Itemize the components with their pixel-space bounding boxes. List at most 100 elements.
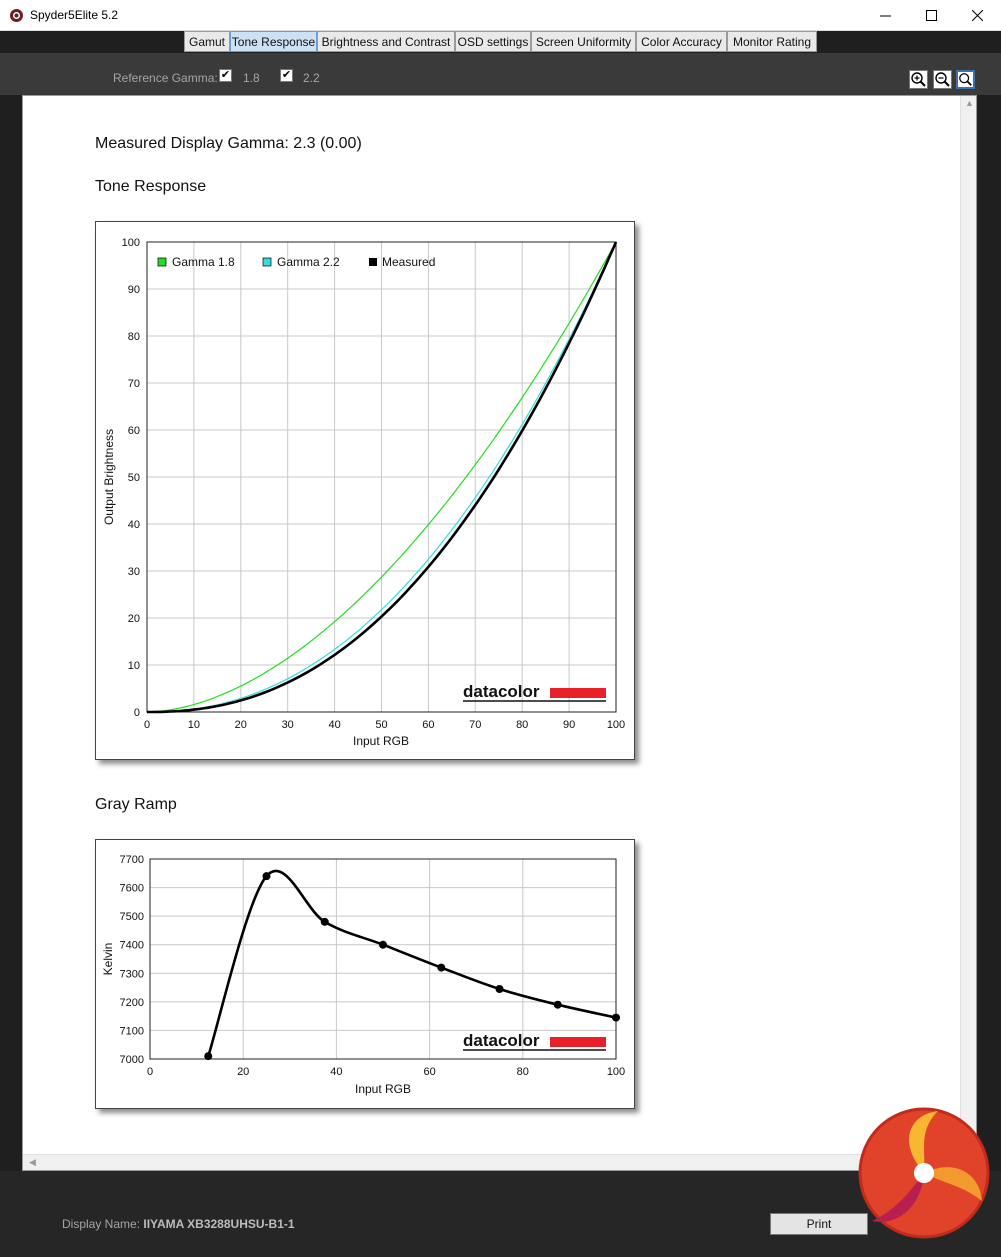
- gamma-22-label: 2.2: [303, 71, 320, 85]
- gray-y-tick: 7200: [120, 997, 144, 1009]
- zoom-out-button[interactable]: [933, 70, 952, 89]
- tone-response-plot: 0 10 20 30 40 50 60 70 80 90 100 0 10 20 30 40 50 60 70 80 9…: [102, 237, 626, 748]
- tone-x-tick: 70: [469, 719, 481, 731]
- vertical-scrollbar[interactable]: ▲: [960, 96, 976, 1156]
- tone-x-tick: 100: [607, 719, 625, 731]
- gray-grid: [149, 858, 617, 1060]
- legend-swatch-gamma-22: [262, 257, 272, 267]
- legend-label-measured: Measured: [382, 255, 435, 269]
- gray-ramp-line: [207, 869, 617, 1057]
- tone-y-tick: 10: [128, 660, 140, 672]
- gamma-18-checkbox[interactable]: ✔: [219, 69, 232, 82]
- window-title: Spyder5Elite 5.2: [30, 8, 119, 22]
- gray-ramp-point: [262, 872, 271, 881]
- zoom-fit-button[interactable]: [956, 70, 975, 89]
- gray-x-tick: 100: [607, 1066, 625, 1078]
- gray-x-axis-label: Input RGB: [355, 1082, 411, 1096]
- tone-x-tick: 20: [235, 719, 247, 731]
- legend-label-gamma-22: Gamma 2.2: [277, 255, 340, 269]
- close-icon: [971, 10, 983, 21]
- minimize-button[interactable]: [862, 0, 908, 31]
- gray-x-tick: 0: [147, 1066, 153, 1078]
- legend-swatch-gamma-18: [157, 257, 167, 267]
- gray-y-tick: 7400: [120, 940, 144, 952]
- tone-x-tick: 90: [563, 719, 575, 731]
- tone-y-tick: 50: [128, 472, 140, 484]
- tab-gamut[interactable]: Gamut: [184, 31, 230, 52]
- tone-x-tick: 10: [188, 719, 200, 731]
- kitguru-logo: [858, 1107, 990, 1239]
- tab-color-accuracy[interactable]: Color Accuracy: [636, 31, 727, 52]
- datacolor-wordmark-gray: datacolor: [463, 1031, 540, 1050]
- tone-series-gamma-2-2: [147, 241, 617, 713]
- horizontal-scrollbar[interactable]: ◀: [23, 1154, 962, 1170]
- zoom-out-icon: [935, 72, 950, 87]
- tone-y-tick: 60: [128, 425, 140, 437]
- gray-series: [204, 869, 620, 1061]
- tone-response-chart: 0 10 20 30 40 50 60 70 80 90 100 0 10 20 30 40 50 60 70 80 9…: [95, 221, 635, 760]
- display-name-row: Display Name: IIYAMA XB3288UHSU-B1-1: [62, 1217, 295, 1231]
- gray-x-tick: 80: [517, 1066, 529, 1078]
- gray-ramp-point: [437, 963, 446, 972]
- gray-y-tick: 7300: [120, 968, 144, 980]
- zoom-in-button[interactable]: [909, 70, 928, 89]
- gray-y-tick: 7500: [120, 911, 144, 923]
- scroll-up-icon[interactable]: ▲: [965, 98, 974, 108]
- gray-plot-frame: [149, 858, 617, 1060]
- gray-y-axis-label: Kelvin: [101, 943, 115, 976]
- gamma-18-label: 1.8: [243, 71, 260, 85]
- tone-y-tick: 70: [128, 378, 140, 390]
- datacolor-watermark: datacolor: [463, 682, 606, 702]
- tab-monitor-rating[interactable]: Monitor Rating: [727, 31, 817, 52]
- tone-y-tick: 90: [128, 284, 140, 296]
- tab-osd-settings[interactable]: OSD settings: [455, 31, 531, 52]
- tone-x-axis-label: Input RGB: [353, 734, 409, 748]
- tone-x-tick: 80: [516, 719, 528, 731]
- gray-y-tick: 7100: [120, 1025, 144, 1037]
- datacolor-wordmark: datacolor: [463, 682, 540, 701]
- gray-ramp-plot: 0 20 40 60 80 100 7000 7100 7200 7300 7400 7500 7600…: [101, 854, 626, 1096]
- legend-label-gamma-18: Gamma 1.8: [172, 255, 235, 269]
- tone-y-tick: 100: [122, 237, 140, 249]
- datacolor-red-bar: [550, 688, 606, 698]
- tone-y-tick: 20: [128, 613, 140, 625]
- tone-y-tick: 30: [128, 566, 140, 578]
- gray-ramp-chart: 0 20 40 60 80 100 7000 7100 7200 7300 7400 7500 7600…: [95, 839, 635, 1109]
- datacolor-watermark-gray: datacolor: [463, 1031, 606, 1051]
- tone-tick-labels: 0 10 20 30 40 50 60 70 80 90 100 0 10 20 30 40 50 60 70 80 9…: [122, 237, 626, 731]
- spyder-app-icon: [10, 9, 23, 22]
- datacolor-red-bar-gray: [550, 1037, 606, 1047]
- print-button[interactable]: Print: [770, 1213, 868, 1235]
- gray-ramp-point: [553, 1000, 562, 1009]
- tone-plot-frame: [146, 241, 617, 713]
- tone-series-measured: [147, 241, 618, 714]
- tab-tone-response[interactable]: Tone Response: [230, 31, 317, 52]
- close-button[interactable]: [954, 0, 1000, 31]
- display-name-label: Display Name:: [62, 1217, 141, 1231]
- tab-screen-uniformity[interactable]: Screen Uniformity: [531, 31, 636, 52]
- tone-y-tick: 0: [134, 707, 140, 719]
- tone-response-title: Tone Response: [95, 178, 207, 195]
- tab-brightness-contrast[interactable]: Brightness and Contrast: [317, 31, 455, 52]
- maximize-button[interactable]: [908, 0, 954, 31]
- gray-ramp-point: [320, 917, 329, 926]
- tone-x-tick: 50: [375, 719, 387, 731]
- gray-tick-labels: 0 20 40 60 80 100 7000 7100 7200 7300 7400 7500 7600…: [120, 854, 626, 1078]
- zoom-fit-icon: [959, 73, 972, 86]
- reference-gamma-label: Reference Gamma:: [113, 71, 218, 85]
- gray-ramp-point: [204, 1052, 213, 1061]
- gray-ramp-point: [495, 985, 504, 993]
- scroll-left-icon[interactable]: ◀: [29, 1157, 36, 1167]
- gamma-22-checkbox[interactable]: ✔: [280, 69, 293, 82]
- tone-series-gamma-1-8: [146, 241, 617, 713]
- report-panel: Measured Display Gamma: 2.3 (0.00) Tone …: [22, 95, 977, 1171]
- gray-y-tick: 7700: [120, 854, 144, 866]
- maximize-icon: [925, 10, 937, 21]
- tone-x-tick: 0: [144, 719, 150, 731]
- gray-x-tick: 60: [423, 1066, 435, 1078]
- zoom-in-icon: [911, 72, 926, 87]
- display-name-value: IIYAMA XB3288UHSU-B1-1: [143, 1217, 295, 1231]
- tone-y-tick: 80: [128, 331, 140, 343]
- tone-legend: Gamma 1.8 Gamma 2.2 Measured: [157, 255, 435, 269]
